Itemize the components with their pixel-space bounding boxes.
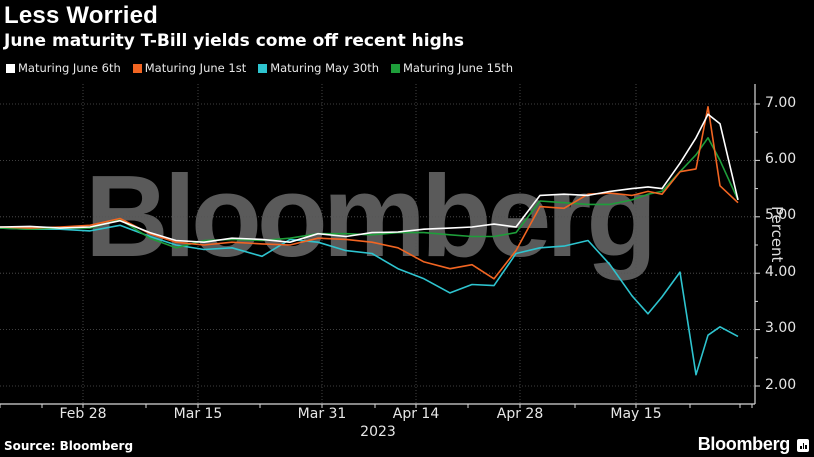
legend-swatch-icon <box>391 63 400 73</box>
legend-label: Maturing June 6th <box>18 61 121 75</box>
x-tick-label: Mar 31 <box>297 406 347 422</box>
data-series <box>0 106 739 376</box>
x-axis-year-label: 2023 <box>360 424 396 440</box>
bloomberg-logo: Bloomberg <box>697 434 791 454</box>
y-tick-label: 7.00 <box>765 95 797 111</box>
legend-item-june-6th: Maturing June 6th <box>6 61 121 75</box>
gridlines <box>0 84 760 408</box>
y-axis-label: Percent <box>768 206 786 263</box>
x-tick-label: Apr 28 <box>496 406 544 422</box>
legend-label: Maturing June 15th <box>403 61 514 75</box>
x-tick-label: Feb 28 <box>59 406 107 422</box>
legend-item-june-1st: Maturing June 1st <box>132 61 247 75</box>
series-line <box>0 224 739 376</box>
series-line <box>0 106 739 280</box>
y-tick-label: 4.00 <box>765 264 797 280</box>
axes <box>0 84 756 405</box>
legend-swatch-icon <box>6 63 15 73</box>
legend-swatch-icon <box>132 63 142 73</box>
legend-item-june-15th: Maturing June 15th <box>391 61 513 75</box>
series-line <box>0 113 739 243</box>
bloomberg-chart-icon <box>797 439 809 452</box>
legend-label: Maturing June 1st <box>144 61 247 75</box>
x-tick-label: Apr 14 <box>392 406 440 422</box>
bloomberg-watermark: Bloomberg <box>85 151 657 281</box>
legend-item-may-30th: Maturing May 30th <box>258 61 379 75</box>
y-tick-label: 3.00 <box>765 320 797 336</box>
series-line <box>0 137 739 249</box>
y-tick-label: 6.00 <box>765 151 797 167</box>
y-tick-label: 5.00 <box>765 207 797 223</box>
x-tick-label: Mar 15 <box>173 406 223 422</box>
legend: Maturing June 6th Maturing June 1st Matu… <box>6 61 513 75</box>
legend-swatch-icon <box>258 63 268 73</box>
chart-title: Less Worried <box>4 2 159 29</box>
legend-label: Maturing May 30th <box>270 61 379 75</box>
chart-subtitle: June maturity T-Bill yields come off rec… <box>4 31 464 51</box>
y-tick-label: 2.00 <box>765 377 797 393</box>
source-note: Source: Bloomberg <box>4 439 134 453</box>
x-tick-label: May 15 <box>610 406 662 422</box>
